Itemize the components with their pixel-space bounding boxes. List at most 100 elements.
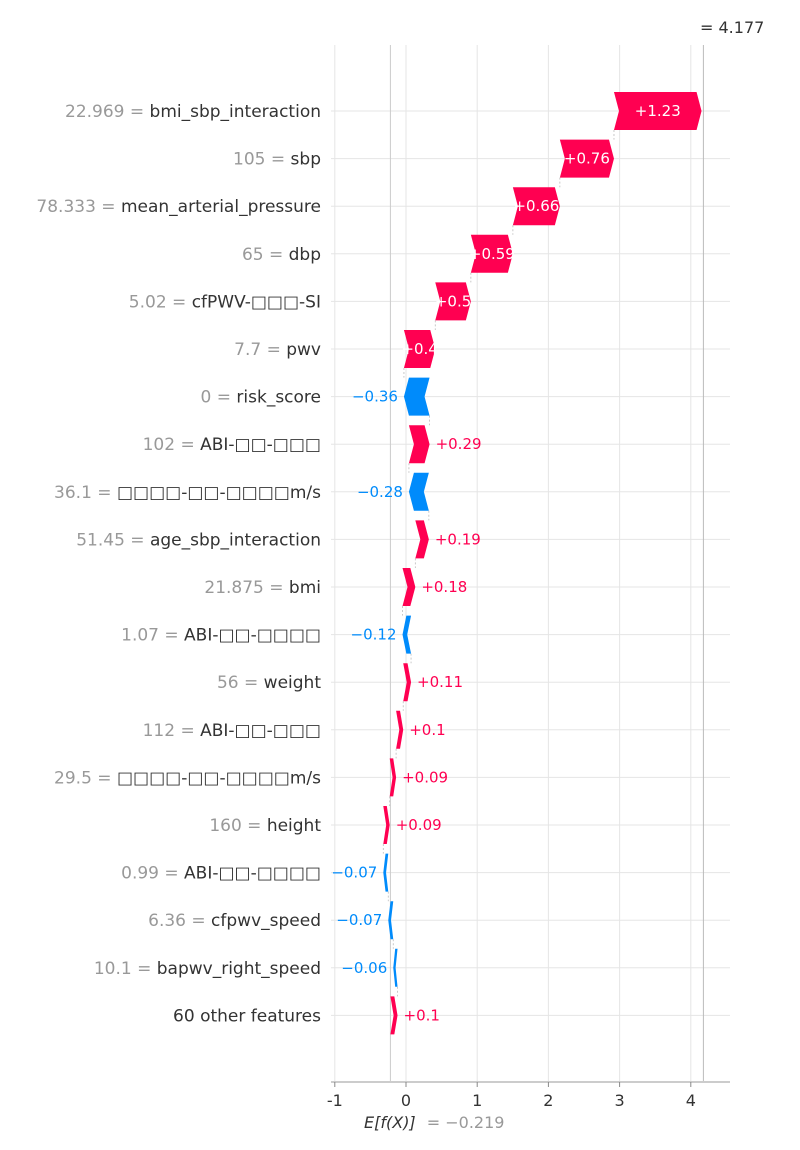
feature-label: 7.7 = pwv: [234, 340, 321, 360]
feature-value: 112 =: [143, 721, 201, 741]
shap-value-label: +0.19: [435, 530, 481, 548]
feature-label: 56 = weight: [217, 673, 321, 693]
shap-value-label: −0.12: [351, 626, 397, 644]
shap-value-label: +0.1: [404, 1006, 440, 1024]
shap-value-label: +0.76: [564, 150, 610, 168]
shap-value-label: −0.36: [352, 388, 398, 406]
feature-value: 5.02 =: [129, 292, 192, 312]
shap-value-label: +1.23: [635, 102, 681, 120]
negative-shap-bar: [393, 948, 398, 987]
feature-value: 36.1 =: [54, 483, 117, 503]
positive-shap-bar: [470, 234, 513, 273]
base-value-label: E[f(X)] = −0.219: [364, 1113, 504, 1132]
shap-value-label: −0.07: [331, 864, 377, 882]
base-value-number: = −0.219: [427, 1113, 505, 1132]
feature-value: 51.45 =: [76, 530, 150, 550]
feature-label: 29.5 = □□□□-□□-□□□□m/s: [54, 768, 321, 788]
negative-shap-bar: [402, 615, 412, 654]
feature-label: 0.99 = ABI-□□-□□□□: [121, 864, 321, 884]
shap-value-label: +0.5: [435, 292, 471, 310]
feature-value: 105 =: [233, 150, 291, 170]
feature-label: 21.875 = bmi: [204, 578, 321, 598]
x-tick-label: -1: [327, 1091, 343, 1110]
feature-value: 29.5 =: [54, 768, 117, 788]
feature-name: ABI-□□-□□□□: [184, 864, 321, 884]
shap-value-label: +0.1: [409, 721, 445, 739]
positive-shap-bar: [403, 330, 436, 368]
shap-value-label: +0.11: [417, 673, 463, 691]
feature-label: 112 = ABI-□□-□□□: [143, 721, 321, 741]
feature-name: height: [267, 816, 322, 836]
positive-shap-bar: [559, 139, 614, 178]
feature-label: 5.02 = cfPWV-□□□-SI: [129, 292, 321, 312]
grid-lines: [331, 45, 730, 1082]
feature-label: 60 other features: [173, 1006, 321, 1026]
feature-label: 10.1 = bapwv_right_speed: [94, 959, 321, 979]
feature-name: bapwv_right_speed: [157, 959, 321, 979]
feature-label: 78.333 = mean_arterial_pressure: [36, 197, 321, 217]
positive-shap-bar: [408, 425, 430, 464]
feature-name: ABI-□□-□□□: [200, 721, 321, 741]
feature-name: cfPWV-□□□-SI: [192, 292, 321, 312]
positive-shap-bar: [390, 996, 398, 1035]
feature-name: dbp: [289, 245, 321, 265]
positive-shap-bar: [415, 520, 429, 559]
feature-name: cfpwv_speed: [211, 911, 321, 931]
feature-value: 65 =: [242, 245, 289, 265]
shap-value-label: +0.18: [421, 578, 467, 596]
feature-label: 105 = sbp: [233, 150, 321, 170]
x-axis: -1 0 1 2 3 4: [327, 1081, 730, 1110]
shap-value-label: +0.59: [469, 245, 515, 263]
feature-name: weight: [264, 673, 322, 693]
feature-value: 0 =: [201, 388, 237, 408]
positive-shap-bar: [512, 187, 560, 226]
feature-label: 1.07 = ABI-□□-□□□□: [121, 626, 321, 646]
feature-label: 102 = ABI-□□-□□□: [143, 435, 321, 455]
feature-name: pwv: [286, 340, 321, 360]
shap-value-label: +0.66: [513, 197, 559, 215]
feature-name: □□□□-□□-□□□□m/s: [117, 483, 321, 503]
feature-name: age_sbp_interaction: [150, 530, 321, 550]
shap-value-label: −0.07: [336, 911, 382, 929]
feature-value: 0.99 =: [121, 864, 184, 884]
shap-value-label: +0.09: [396, 816, 442, 834]
positive-shap-bar: [435, 282, 471, 321]
feature-label: 6.36 = cfpwv_speed: [148, 911, 321, 931]
feature-value: 6.36 =: [148, 911, 211, 931]
feature-name: ABI-□□-□□□: [200, 435, 321, 455]
positive-shap-bar: [613, 92, 702, 130]
feature-label: 51.45 = age_sbp_interaction: [76, 530, 321, 550]
feature-value: 160 =: [209, 816, 267, 836]
base-value-symbol: E[f(X)]: [364, 1113, 416, 1132]
x-tick-label: 3: [615, 1091, 625, 1110]
positive-shap-bar: [389, 758, 397, 797]
positive-shap-bar: [402, 568, 416, 606]
feature-label: 0 = risk_score: [201, 388, 321, 408]
x-tick-label: 2: [543, 1091, 553, 1110]
x-tick-label: 4: [686, 1091, 696, 1110]
shap-value-label: −0.06: [341, 959, 387, 977]
output-value-label: = 4.177: [700, 18, 764, 37]
shap-value-label: +0.09: [402, 768, 448, 786]
shap-value-label: +0.29: [436, 435, 482, 453]
feature-value: 102 =: [143, 435, 201, 455]
negative-shap-bar: [408, 472, 429, 511]
feature-name: mean_arterial_pressure: [121, 197, 321, 217]
feature-name: □□□□-□□-□□□□m/s: [117, 768, 321, 788]
shap-value-label: −0.28: [357, 483, 403, 501]
feature-label: 65 = dbp: [242, 245, 321, 265]
feature-name: bmi: [289, 578, 321, 598]
feature-value: 56 =: [217, 673, 264, 693]
x-tick-label: 0: [401, 1091, 411, 1110]
shap-value-label: +0.4: [401, 340, 437, 358]
feature-name: 60 other features: [173, 1006, 321, 1026]
feature-label: 160 = height: [209, 816, 321, 836]
labels: 22.969 = bmi_sbp_interaction +1.23 105 = s…: [36, 102, 680, 1026]
x-tick-label: 1: [472, 1091, 482, 1110]
bars: [382, 92, 702, 1035]
feature-value: 21.875 =: [204, 578, 289, 598]
negative-shap-bar: [383, 853, 389, 892]
feature-value: 78.333 =: [36, 197, 121, 217]
negative-shap-bar: [403, 377, 430, 416]
